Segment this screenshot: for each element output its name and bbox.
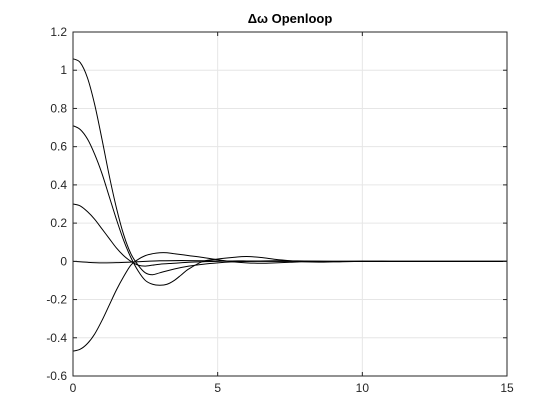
axes-background bbox=[73, 32, 507, 376]
series-group bbox=[72, 58, 507, 352]
y-tick-label: -0.4 bbox=[46, 331, 67, 345]
tick-labels: 0 5 10 15 -0.6 -0.4 -0.2 0 0.2 0.4 0.6 0.8 1 1.2 bbox=[46, 25, 514, 395]
x-tick-label: 10 bbox=[356, 381, 370, 395]
y-tick-label: 0.2 bbox=[50, 216, 67, 230]
axes-box bbox=[72, 31, 508, 377]
x-tick-label: 15 bbox=[500, 381, 514, 395]
series-line bbox=[72, 252, 507, 352]
y-tick-label: 0.4 bbox=[50, 178, 67, 192]
x-tick-label: 0 bbox=[70, 381, 77, 395]
y-tick-label: 0 bbox=[60, 254, 67, 268]
tick-marks bbox=[72, 31, 508, 377]
y-tick-label: 0.6 bbox=[50, 140, 67, 154]
y-tick-label: 0.8 bbox=[50, 101, 67, 115]
y-tick-label: -0.2 bbox=[46, 293, 67, 307]
chart-title: Δω Openloop bbox=[248, 11, 333, 26]
y-tick-label: 1 bbox=[60, 63, 67, 77]
y-tick-label: 1.2 bbox=[50, 25, 67, 39]
x-tick-label: 5 bbox=[214, 381, 221, 395]
y-tick-label: -0.6 bbox=[46, 369, 67, 383]
